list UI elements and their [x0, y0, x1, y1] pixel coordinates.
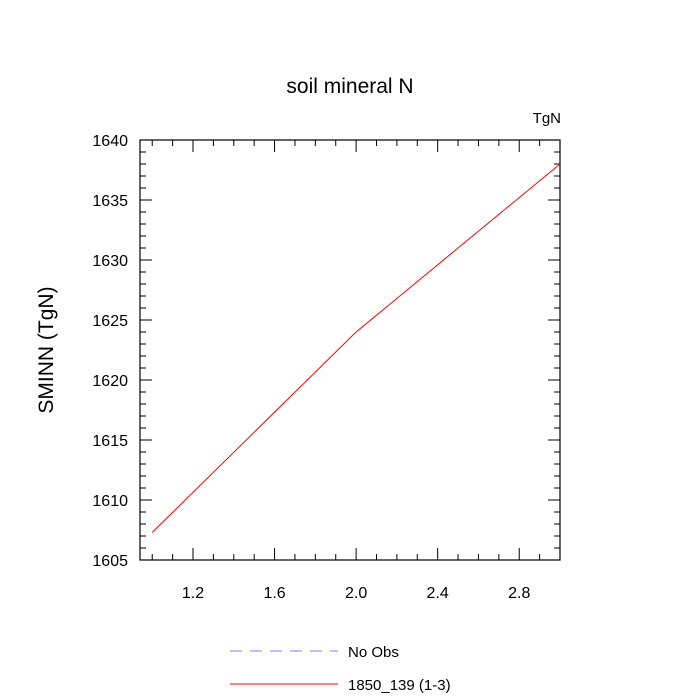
y-tick-label: 1620 — [92, 373, 128, 390]
y-tick-label: 1630 — [92, 253, 128, 270]
series-layer — [151, 163, 561, 533]
series-line — [151, 163, 561, 533]
legend: No Obs 1850_139 (1-3) — [230, 644, 451, 694]
legend-label: No Obs — [348, 644, 399, 661]
y-tick-label: 1615 — [92, 433, 128, 450]
plot-frame — [139, 139, 561, 561]
y-tick-label: 1610 — [92, 493, 128, 510]
y-tick-label: 1605 — [92, 553, 128, 570]
x-tick-label: 2.4 — [427, 585, 449, 602]
x-tick-label: 2.0 — [345, 585, 367, 602]
chart-title: soil mineral N — [286, 75, 413, 98]
y-tick-label: 1640 — [92, 133, 128, 150]
ticks-layer: 1.2 1.6 2.0 2.4 2.8 1605 1610 1615 1620 1625 1630 1… — [92, 133, 561, 602]
y-tick-label: 1625 — [92, 313, 128, 330]
legend-label: 1850_139 (1-3) — [348, 677, 451, 694]
units-label: TgN — [533, 110, 561, 127]
y-tick-label: 1635 — [92, 193, 128, 210]
x-tick-label: 1.6 — [263, 585, 285, 602]
x-tick-label: 1.2 — [182, 585, 204, 602]
x-tick-label: 2.8 — [508, 585, 530, 602]
y-axis-label: SMINN (TgN) — [35, 286, 58, 413]
